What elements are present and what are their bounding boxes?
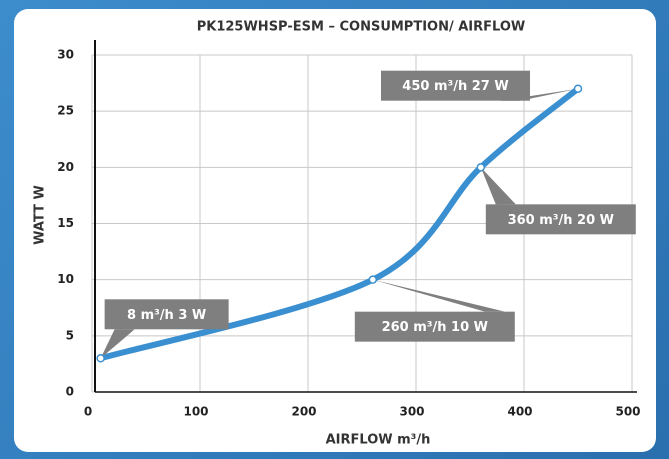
annotation-pointer [372,279,505,312]
annotation-box [104,299,229,330]
annotation-label: 8 m³/h 3 W [127,308,206,323]
x-tick-label: 500 [615,405,640,419]
x-tick-label: 0 [84,405,92,419]
x-tick-label: 200 [291,405,316,419]
x-tick-label: 400 [507,405,532,419]
x-tick-label: 300 [399,405,424,419]
x-axis-label: AIRFLOW m³/h [326,433,431,448]
annotation-box [381,70,530,101]
y-tick-label: 5 [66,328,74,342]
y-tick-label: 25 [57,104,74,118]
annotation-label: 360 m³/h 20 W [508,213,614,228]
y-tick-label: 10 [57,272,74,286]
annotation-box [485,204,636,235]
annotation-pointer [480,167,516,205]
x-tick-label: 100 [183,405,208,419]
y-tick-label: 30 [57,48,74,62]
data-point [476,163,486,172]
y-tick-label: 15 [57,216,74,230]
y-tick-label: 0 [66,385,74,399]
y-axis-label: WATT W [33,185,48,245]
data-point [368,275,378,284]
series-line [97,85,581,362]
chart-title: PK125WHSP-ESM – CONSUMPTION/ AIRFLOW [197,20,526,35]
data-point [96,354,105,363]
data-point [573,84,583,93]
y-tick-label: 20 [57,160,74,174]
annotation-pointer [100,329,135,359]
annotation-label: 450 m³/h 27 W [402,79,508,94]
annotation-label: 260 m³/h 10 W [382,320,488,335]
annotation-box [354,311,515,342]
